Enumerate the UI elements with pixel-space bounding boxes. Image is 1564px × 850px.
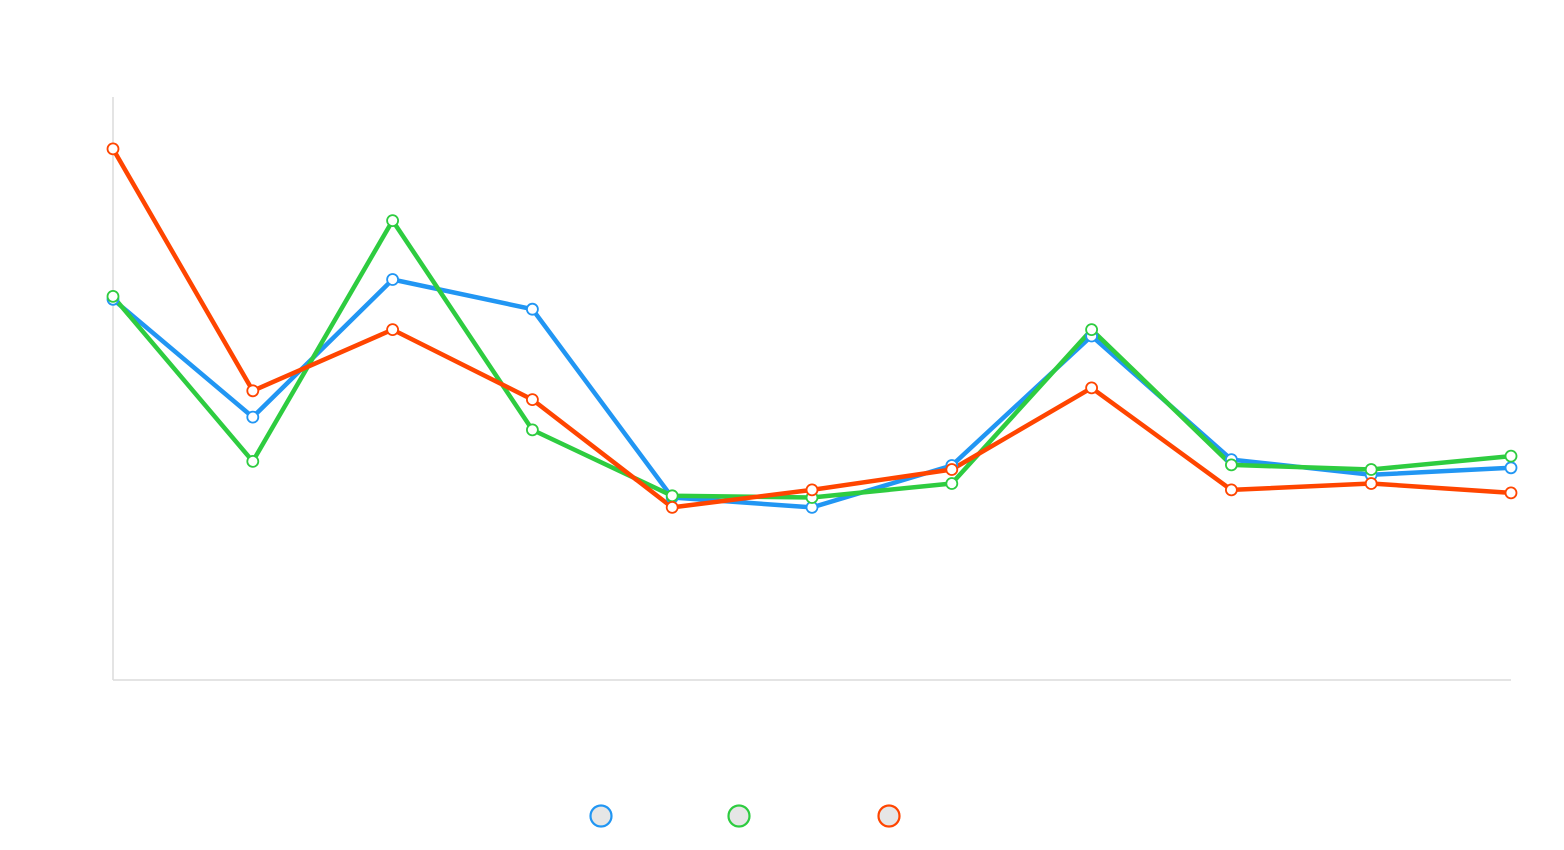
data-point-s2-9[interactable] xyxy=(1225,458,1238,472)
data-point-s2-11[interactable] xyxy=(1504,449,1518,463)
data-point-s3-6[interactable] xyxy=(805,483,819,497)
data-point-s2-10[interactable] xyxy=(1364,463,1378,476)
data-point-s2-5[interactable] xyxy=(665,489,679,503)
legend-marker-3[interactable] xyxy=(877,804,901,828)
series-line-1 xyxy=(110,277,1514,510)
data-point-s1-3[interactable] xyxy=(386,273,400,286)
data-point-s3-5[interactable] xyxy=(665,500,679,514)
data-point-s1-11[interactable] xyxy=(1504,461,1518,475)
data-point-s2-7[interactable] xyxy=(945,477,959,490)
data-point-s3-2[interactable] xyxy=(246,384,260,398)
series-line-3 xyxy=(110,146,1514,510)
chart-legend xyxy=(589,804,901,828)
legend-marker-1[interactable] xyxy=(589,804,613,828)
data-point-s3-11[interactable] xyxy=(1504,486,1518,500)
data-point-s3-1[interactable] xyxy=(106,142,120,156)
data-point-s2-8[interactable] xyxy=(1085,323,1098,337)
legend-item-2[interactable] xyxy=(727,804,751,828)
data-point-s1-4[interactable] xyxy=(526,302,539,316)
data-point-s3-10[interactable] xyxy=(1364,477,1378,490)
data-point-s2-1[interactable] xyxy=(106,289,120,303)
legend-marker-2[interactable] xyxy=(727,804,751,828)
series-lines xyxy=(110,146,1514,510)
series-points xyxy=(106,142,1518,514)
data-point-s2-3[interactable] xyxy=(386,214,400,228)
data-point-s3-3[interactable] xyxy=(386,323,400,337)
data-point-s3-4[interactable] xyxy=(526,393,539,407)
data-point-s3-8[interactable] xyxy=(1085,381,1098,395)
legend-item-1[interactable] xyxy=(589,804,613,828)
chart-axes xyxy=(112,97,1511,681)
data-point-s2-2[interactable] xyxy=(246,454,260,468)
data-point-s3-7[interactable] xyxy=(945,463,959,476)
data-point-s3-9[interactable] xyxy=(1225,483,1238,497)
data-point-s2-4[interactable] xyxy=(526,423,539,437)
legend-item-3[interactable] xyxy=(877,804,901,828)
data-point-s1-2[interactable] xyxy=(246,410,260,424)
